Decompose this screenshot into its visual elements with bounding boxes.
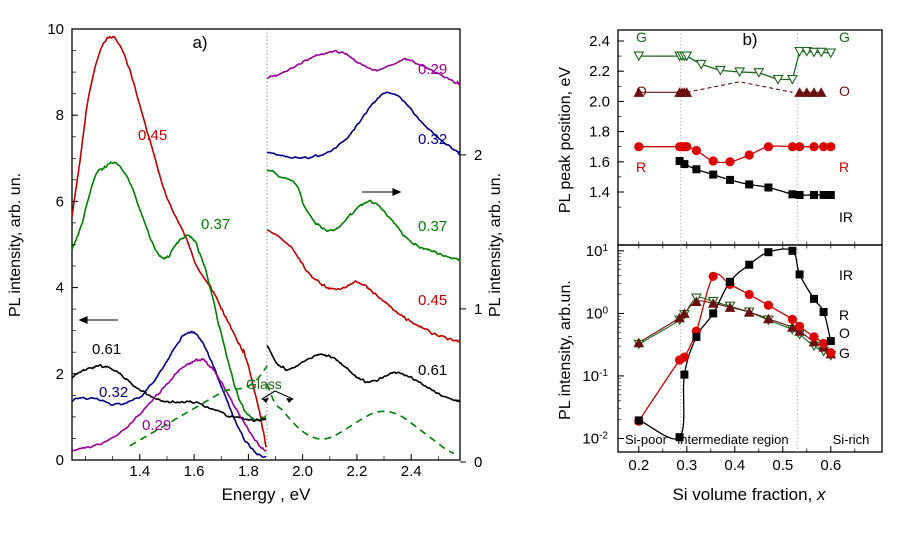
svg-text:2.4: 2.4 (401, 463, 422, 480)
svg-text:1.4: 1.4 (129, 463, 150, 480)
svg-text:R: R (839, 307, 849, 323)
svg-text:2: 2 (474, 147, 482, 164)
svg-text:0.45: 0.45 (418, 292, 447, 309)
svg-text:1.6: 1.6 (184, 463, 205, 480)
svg-text:G: G (839, 345, 850, 361)
svg-text:O: O (636, 83, 647, 99)
svg-text:0: 0 (474, 454, 482, 471)
svg-text:10: 10 (47, 21, 64, 38)
svg-text:0.29: 0.29 (418, 61, 447, 78)
svg-text:PL intensity, arb.un.: PL intensity, arb.un. (557, 280, 574, 420)
svg-text:0.4: 0.4 (724, 457, 745, 474)
svg-text:0.37: 0.37 (201, 216, 230, 233)
svg-text:2.2: 2.2 (589, 63, 610, 80)
svg-text:6: 6 (56, 193, 64, 210)
svg-text:a): a) (192, 33, 207, 52)
svg-text:IR: IR (839, 267, 853, 283)
svg-text:4: 4 (56, 280, 64, 297)
svg-text:Glass: Glass (246, 376, 282, 392)
svg-text:2.0: 2.0 (292, 463, 313, 480)
svg-text:1.6: 1.6 (589, 154, 610, 171)
svg-text:Energy , eV: Energy , eV (222, 485, 311, 504)
svg-text:0.45: 0.45 (138, 127, 167, 144)
svg-text:0.29: 0.29 (142, 417, 171, 434)
svg-text:0.61: 0.61 (418, 362, 447, 379)
svg-text:b): b) (742, 30, 757, 49)
svg-text:0.2: 0.2 (628, 457, 649, 474)
svg-text:0.61: 0.61 (92, 341, 121, 358)
svg-text:intermediate region: intermediate region (677, 432, 788, 447)
svg-text:PL peak position, eV: PL peak position, eV (557, 67, 574, 214)
svg-text:0: 0 (56, 452, 64, 469)
svg-text:0.32: 0.32 (99, 384, 128, 401)
svg-text:2.2: 2.2 (346, 463, 367, 480)
svg-text:1.4: 1.4 (589, 184, 610, 201)
svg-text:PL intensity, arb. un.: PL intensity, arb. un. (7, 173, 24, 317)
svg-text:Si volume fraction, x: Si volume fraction, x (672, 485, 826, 504)
svg-text:Si-rich: Si-rich (833, 432, 870, 447)
svg-text:0.3: 0.3 (676, 457, 697, 474)
svg-text:0.6: 0.6 (820, 457, 841, 474)
svg-text:O: O (839, 83, 850, 99)
svg-text:R: R (636, 159, 646, 175)
svg-text:G: G (636, 29, 647, 45)
svg-text:1.8: 1.8 (238, 463, 259, 480)
svg-text:IR: IR (839, 209, 853, 225)
svg-text:0.37: 0.37 (418, 218, 447, 235)
svg-text:2: 2 (56, 366, 64, 383)
svg-text:PL intensity, arb. un.: PL intensity, arb. un. (487, 173, 504, 317)
svg-text:1.8: 1.8 (589, 124, 610, 141)
svg-text:1: 1 (474, 301, 482, 318)
svg-text:0.32: 0.32 (418, 131, 447, 148)
svg-text:R: R (839, 159, 849, 175)
svg-text:Si-poor: Si-poor (625, 432, 668, 447)
svg-text:8: 8 (56, 107, 64, 124)
svg-text:G: G (839, 29, 850, 45)
svg-text:2.0: 2.0 (589, 93, 610, 110)
svg-text:2.4: 2.4 (589, 33, 610, 50)
svg-text:O: O (839, 325, 850, 341)
svg-text:0.5: 0.5 (772, 457, 793, 474)
